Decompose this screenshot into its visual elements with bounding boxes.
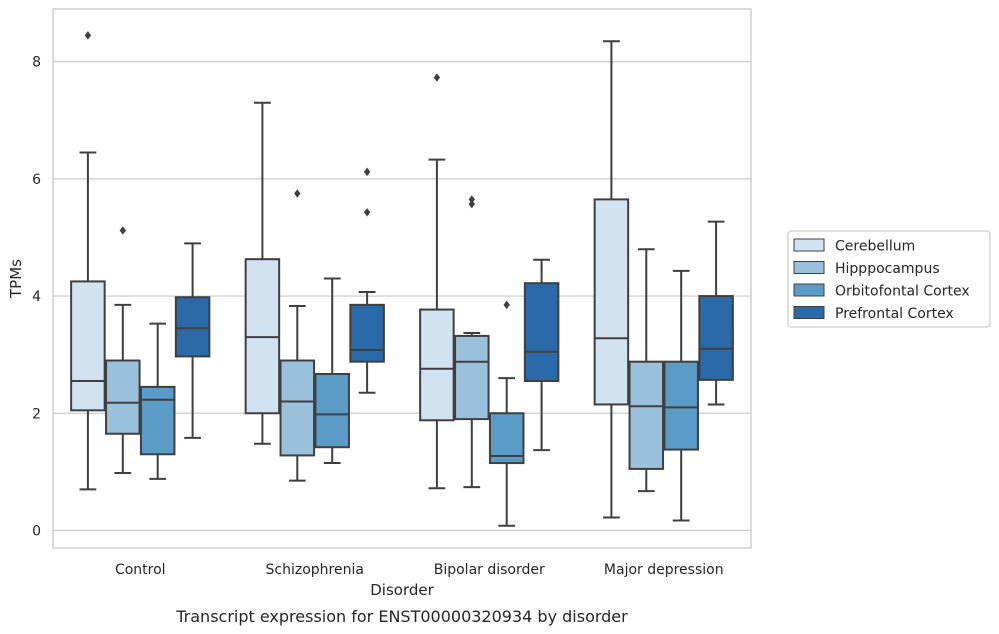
boxplot-3-1: [628, 248, 665, 493]
boxplot-2-3: [523, 258, 560, 452]
outlier-point: [363, 208, 371, 217]
boxplot-0-1: [105, 226, 141, 475]
box-iqr: [139, 385, 176, 456]
boxplot-1-3: [349, 167, 385, 394]
y-tick-label: 6: [32, 172, 41, 188]
boxplot-1-2: [314, 277, 350, 465]
boxplot-1-0: [244, 101, 281, 445]
boxplots: [70, 31, 734, 527]
plot-frame: [52, 8, 752, 549]
outlier-point: [468, 199, 475, 209]
box-iqr: [314, 372, 350, 449]
outlier-point: [468, 195, 475, 204]
legend-swatch: [793, 306, 825, 319]
box-iqr: [488, 412, 525, 465]
boxplot-2-0: [419, 73, 455, 490]
outlier-point: [503, 300, 510, 310]
x-axis-label: Disorder: [370, 581, 434, 599]
y-tick-label: 4: [32, 289, 41, 305]
boxplot-0-0: [70, 31, 106, 491]
box-iqr: [419, 308, 455, 422]
y-tick-labels: 0 2 4 6 8: [32, 55, 41, 540]
chart-caption: Transcript expression for ENST0000032093…: [175, 607, 628, 626]
legend-swatch: [793, 283, 825, 297]
legend: Cerebellum Hipppocampus Orbitofontal Corte…: [787, 230, 991, 328]
box-iqr: [279, 359, 316, 457]
box-iqr: [349, 303, 385, 363]
legend-frame: [787, 230, 991, 328]
x-tick-label: Schizophrenia: [266, 562, 364, 578]
legend-swatch: [793, 238, 825, 252]
boxplot-3-3: [698, 220, 734, 406]
outlier-point: [433, 73, 441, 82]
box-iqr: [698, 295, 734, 381]
box-iqr: [628, 360, 665, 470]
legend-label: Orbitofontal Cortex: [835, 284, 970, 300]
boxplot-0-3: [174, 242, 211, 439]
x-tick-labels: Control Schizophrenia Bipolar disorder Majo…: [115, 562, 724, 578]
boxplot-1-1: [279, 189, 316, 482]
boxplot-3-0: [593, 40, 630, 519]
legend-label: Hipppocampus: [835, 261, 940, 277]
legend-label: Cerebellum: [835, 239, 915, 255]
outlier-point: [84, 31, 92, 40]
box-iqr: [454, 334, 490, 421]
box-iqr: [523, 282, 560, 383]
outlier-point: [119, 226, 126, 235]
legend-label: Prefrontal Cortex: [835, 306, 954, 322]
y-tick-label: 2: [32, 406, 41, 422]
y-tick-label: 0: [32, 523, 41, 539]
boxplot-2-1: [454, 195, 490, 489]
y-tick-label: 8: [32, 55, 41, 71]
boxplot-0-2: [139, 322, 176, 480]
box-iqr: [70, 280, 106, 412]
outlier-point: [294, 189, 301, 198]
y-axis-label: TPMs: [7, 259, 25, 299]
x-tick-label: Major depression: [604, 562, 724, 578]
box-iqr: [105, 359, 141, 435]
x-tick-label: Control: [115, 562, 166, 578]
x-tick-label: Bipolar disorder: [434, 562, 545, 578]
box-iqr: [593, 198, 630, 406]
box-iqr: [174, 296, 211, 358]
legend-swatch: [793, 261, 825, 274]
box-iqr: [663, 360, 699, 451]
boxplot-3-2: [663, 269, 699, 522]
boxplot-2-2: [488, 300, 525, 527]
outlier-point: [363, 167, 371, 177]
